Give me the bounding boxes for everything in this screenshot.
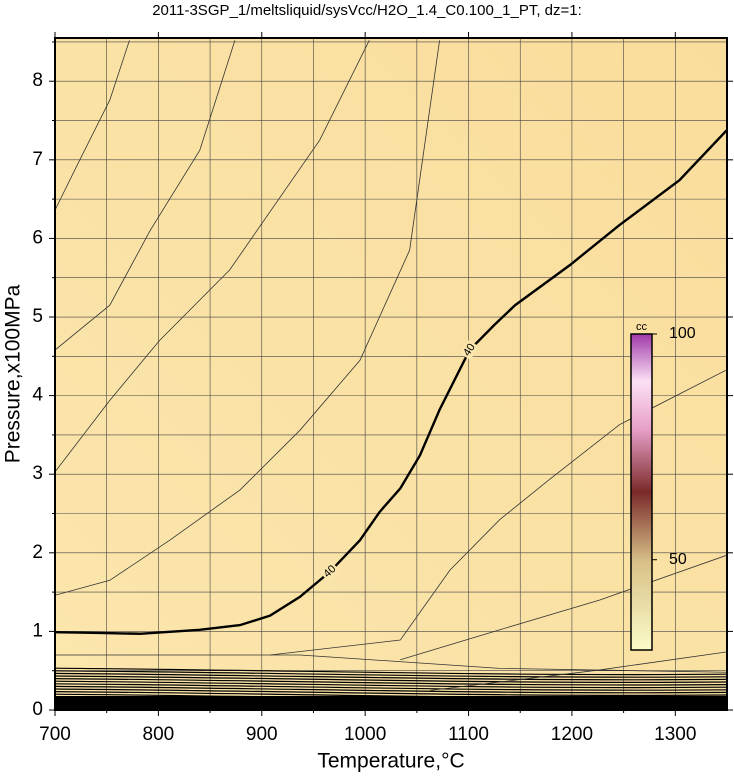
x-axis-title: Temperature,°C <box>317 750 464 773</box>
contour-band <box>55 696 727 710</box>
contour-line <box>55 129 727 635</box>
colorbar-tick-label: 100 <box>669 325 696 342</box>
contour-line <box>55 40 130 211</box>
x-tick-label: 1000 <box>344 724 386 745</box>
overlay: 700 800 900 1000 1100 1200 1300 0 1 2 3 4 5 6 7 8 cc 50 10… <box>32 32 733 745</box>
contour-line <box>55 40 236 351</box>
contour-band <box>55 675 727 683</box>
x-tick-label: 700 <box>39 724 71 745</box>
contour-band <box>55 672 727 681</box>
y-tick-label: 7 <box>32 149 43 170</box>
x-tick-label: 800 <box>143 724 175 745</box>
colorbar-label: cc <box>636 321 648 333</box>
contour-band <box>55 680 727 689</box>
y-axis-title: Pressure,x100MPa <box>2 284 25 463</box>
x-tick-label: 1100 <box>448 724 489 745</box>
contour-band <box>55 688 727 696</box>
contour-band <box>55 685 727 694</box>
label-bg <box>460 340 479 361</box>
y-tick-label: 5 <box>32 306 43 327</box>
contour-band <box>55 683 727 691</box>
y-tick-label: 8 <box>32 70 43 91</box>
plot-area <box>55 38 727 710</box>
colorbar <box>630 333 653 651</box>
y-tick-label: 6 <box>32 227 43 248</box>
x-tick-label: 900 <box>246 724 278 745</box>
plot-frame <box>54 37 728 711</box>
colorbar-tick-label: 50 <box>669 551 687 568</box>
contour-line <box>55 654 727 673</box>
contour-line <box>269 369 727 656</box>
contour-label: 40 <box>461 342 478 359</box>
contour-line <box>55 40 370 473</box>
contour-band <box>55 670 727 678</box>
y-tick-label: 2 <box>32 542 43 563</box>
chart-title: 2011-3SGP_1/meltsliquid/sysVcc/H2O_1.4_C… <box>152 2 582 19</box>
y-tick-label: 4 <box>32 385 43 406</box>
contour-line <box>400 554 727 661</box>
contour-line <box>55 40 440 596</box>
label-bg <box>320 561 340 582</box>
y-tick-label: 3 <box>32 463 43 484</box>
contour-band <box>55 667 727 676</box>
y-tick-label: 0 <box>32 699 43 720</box>
y-tick-label: 1 <box>32 620 43 641</box>
contour-band <box>55 678 727 686</box>
x-tick-label: 1300 <box>654 724 696 745</box>
x-tick-label: 1200 <box>551 724 593 745</box>
